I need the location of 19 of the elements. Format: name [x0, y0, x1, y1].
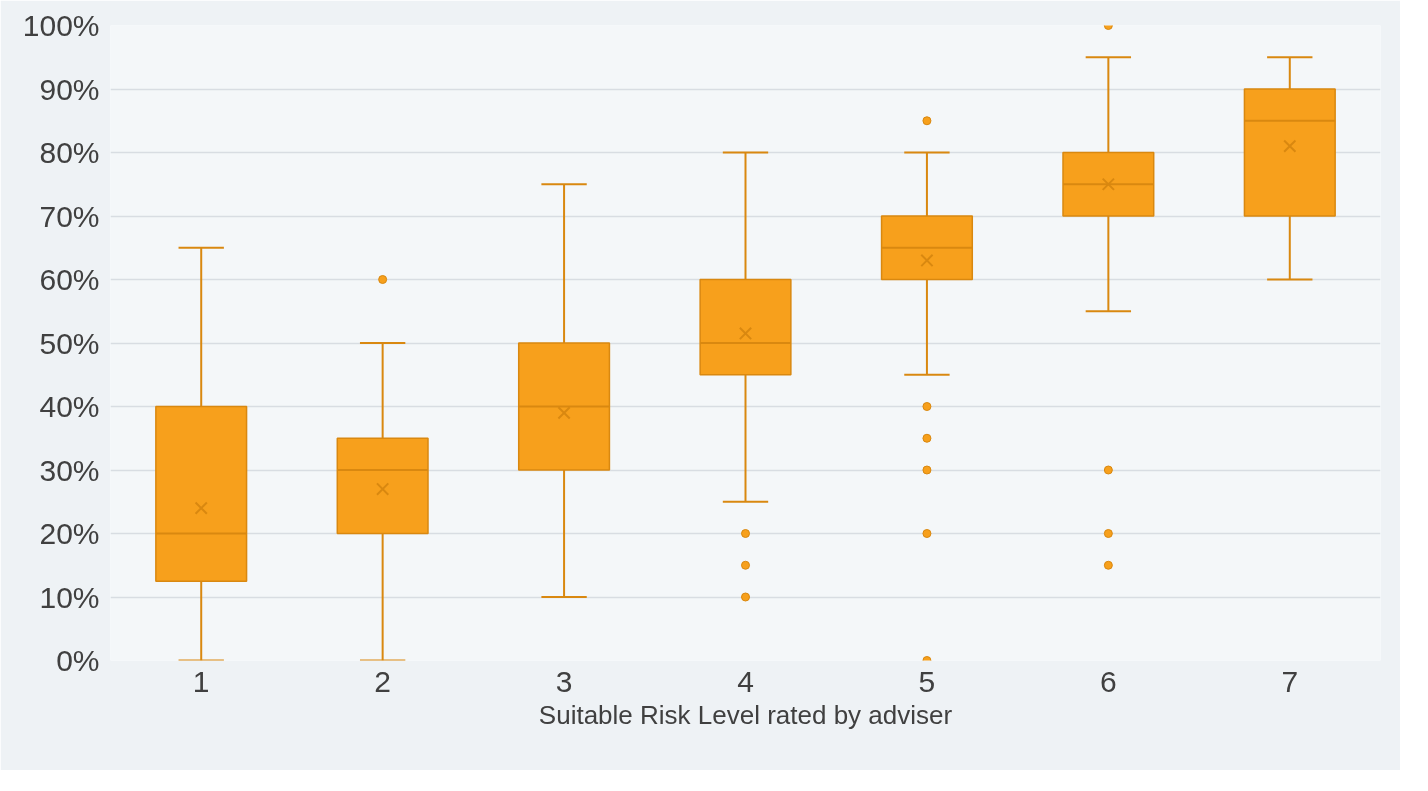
x-tick-label: 3 [555, 664, 573, 698]
y-tick-label: 20% [39, 517, 100, 550]
x-tick-label: 1 [192, 664, 210, 698]
y-tick-label: 100% [22, 9, 100, 42]
y-tick-label: 80% [39, 136, 100, 169]
x-tick-label: 6 [1100, 664, 1117, 698]
x-tick-label: 5 [918, 664, 936, 698]
x-tick-label: 2 [374, 664, 391, 698]
y-tick-label: 0% [56, 644, 100, 677]
y-tick-label: 10% [39, 580, 100, 614]
y-tick-label: 90% [39, 72, 100, 106]
y-tick-label: 40% [39, 390, 100, 423]
y-tick-label: 50% [39, 326, 100, 360]
y-tick-label: 60% [39, 263, 100, 296]
y-tick-label: 70% [39, 199, 100, 233]
y-tick-label: 30% [39, 453, 100, 487]
x-tick-label: 7 [1281, 664, 1299, 698]
x-tick-label: 4 [737, 664, 754, 698]
x-axis-title: Suitable Risk Level rated by adviser [538, 699, 953, 730]
